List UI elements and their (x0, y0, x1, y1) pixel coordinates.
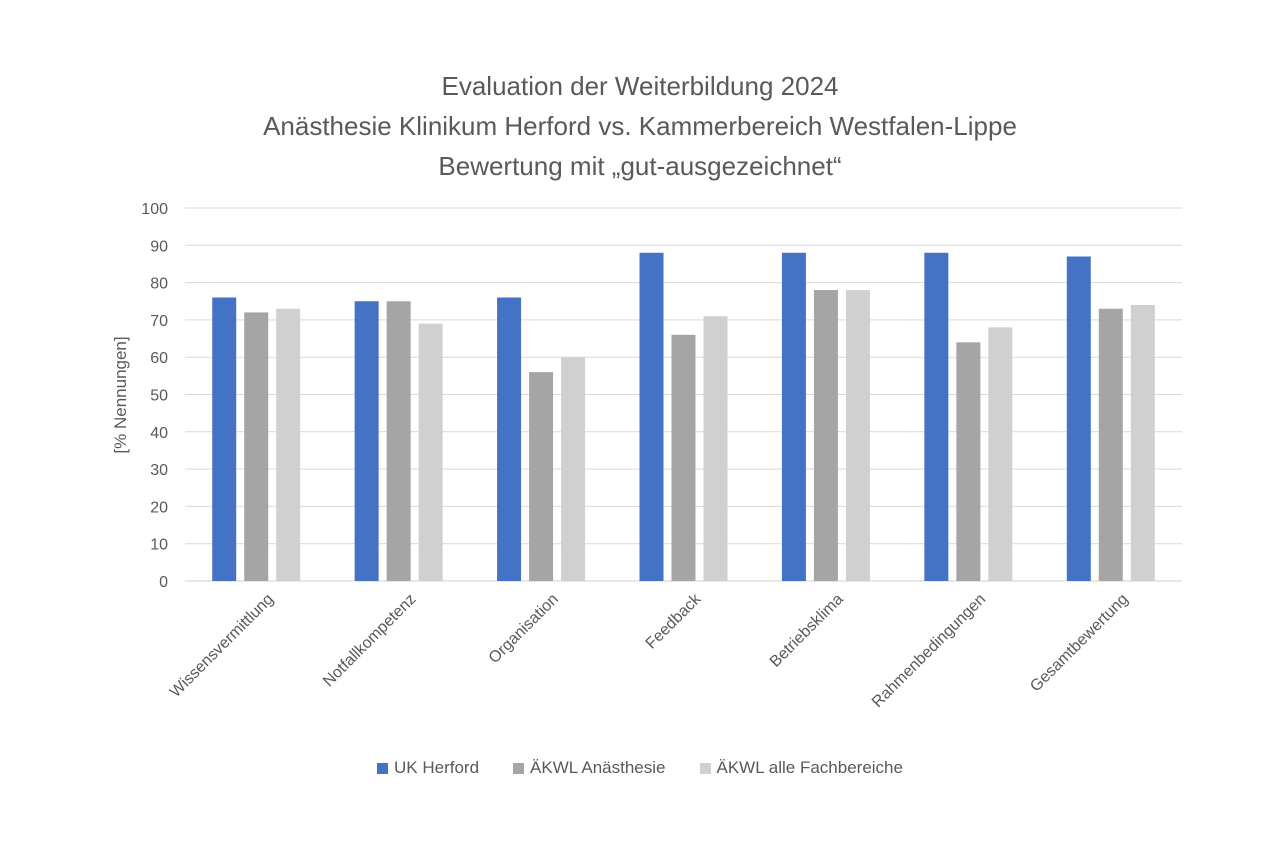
bar-aekwl-anaesthesie (956, 342, 981, 581)
x-tick-label: Feedback (643, 590, 705, 652)
legend-label: ÄKWL alle Fachbereiche (716, 758, 903, 777)
y-tick-label: 40 (150, 425, 168, 442)
bar-aekwl-anaesthesie (1098, 308, 1123, 581)
x-tick-label: Notfallkompetenz (320, 591, 419, 690)
chart-subtitle-1: Anästhesie Klinikum Herford vs. Kammerbe… (263, 111, 1017, 141)
bar-aekwl-alle (703, 316, 728, 581)
y-tick-label: 100 (141, 201, 168, 218)
bar-aekwl-alle (1130, 304, 1155, 581)
legend-swatch (699, 762, 711, 774)
bar-uk-herford (212, 297, 237, 581)
y-tick-label: 30 (150, 462, 168, 479)
bar-aekwl-alle (276, 308, 301, 581)
y-tick-label: 90 (150, 238, 168, 255)
y-tick-label: 50 (150, 388, 168, 405)
bar-uk-herford (354, 301, 379, 581)
y-tick-label: 0 (159, 574, 168, 591)
bar-aekwl-anaesthesie (671, 334, 696, 581)
legend-swatch (513, 762, 525, 774)
bar-aekwl-anaesthesie (813, 290, 838, 581)
y-tick-label: 10 (150, 537, 168, 554)
y-tick-label: 80 (150, 276, 168, 293)
legend-swatch (377, 762, 389, 774)
bar-uk-herford (1066, 256, 1091, 581)
bar-aekwl-anaesthesie (529, 372, 554, 581)
bar-uk-herford (781, 252, 806, 581)
bar-aekwl-anaesthesie (386, 301, 411, 581)
legend-label: ÄKWL Anästhesie (530, 758, 666, 777)
x-tick-label: Betriebsklima (767, 591, 847, 671)
legend-label: UK Herford (394, 758, 480, 777)
bar-uk-herford (639, 252, 664, 581)
bar-aekwl-alle (561, 357, 586, 581)
bar-uk-herford (924, 252, 949, 581)
x-tick-label: Rahmenbedingungen (869, 591, 989, 711)
y-tick-label: 70 (150, 313, 168, 330)
x-tick-label: Organisation (486, 591, 562, 667)
bar-aekwl-alle (418, 323, 443, 581)
bar-uk-herford (497, 297, 522, 581)
legend: UK Herford ÄKWL Anästhesie ÄKWL alle Fac… (0, 758, 1280, 778)
x-tick-label: Wissensvermittlung (167, 591, 277, 701)
legend-item-aekwl-alle: ÄKWL alle Fachbereiche (699, 758, 903, 778)
bar-aekwl-anaesthesie (244, 312, 269, 581)
legend-item-uk-herford: UK Herford (377, 758, 479, 778)
x-tick-label: Gesamtbewertung (1027, 591, 1131, 695)
legend-item-aekwl-anaesthesie: ÄKWL Anästhesie (513, 758, 666, 778)
chart-subtitle-2: Bewertung mit „gut-ausgezeichnet“ (438, 151, 842, 181)
chart-title: Evaluation der Weiterbildung 2024 (441, 71, 839, 101)
bar-aekwl-alle (988, 327, 1013, 581)
y-tick-label: 20 (150, 499, 168, 516)
bar-aekwl-alle (845, 290, 870, 581)
y-tick-label: 60 (150, 350, 168, 367)
y-axis-label: [% Nennungen] (111, 336, 130, 453)
